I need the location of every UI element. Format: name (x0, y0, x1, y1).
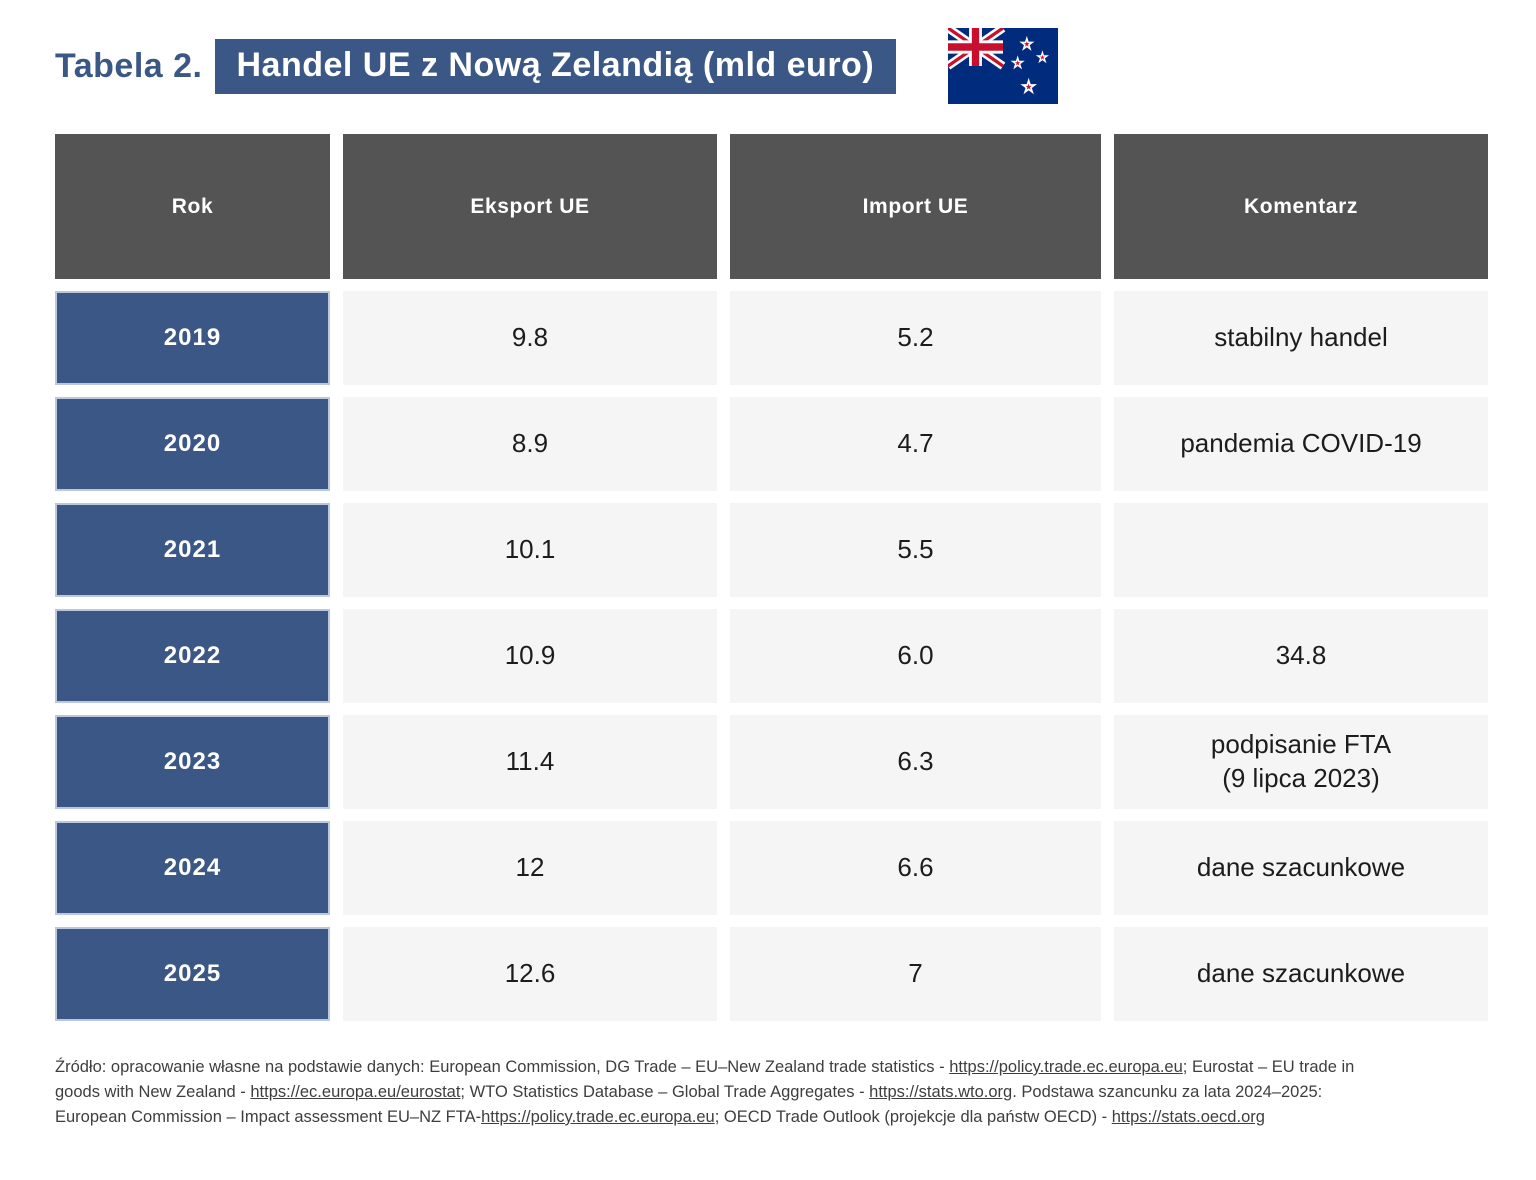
eksport-cell-2023: 11.4 (343, 715, 717, 809)
source-text: European Commission – Impact assessment … (55, 1108, 482, 1126)
eksport-cell-2024: 12 (343, 821, 717, 915)
union-jack-canton (948, 28, 1006, 70)
source-line-2: goods with New Zealand - https://ec.euro… (55, 1080, 1495, 1105)
import-cell-2025: 7 (730, 927, 1101, 1021)
new-zealand-flag-icon (948, 28, 1059, 104)
komentarz-cell-2024: dane szacunkowe (1114, 821, 1488, 915)
column-header-rok: Rok (55, 134, 330, 279)
komentarz-cell-2021 (1114, 503, 1488, 597)
year-cell-2021: 2021 (55, 503, 330, 597)
source-link-wto-stats[interactable]: https://stats.wto.org (869, 1083, 1013, 1101)
komentarz-cell-2025: dane szacunkowe (1114, 927, 1488, 1021)
source-text: goods with New Zealand - (55, 1083, 251, 1101)
source-text: ; WTO Statistics Database – Global Trade… (460, 1083, 870, 1101)
year-cell-2025: 2025 (55, 927, 330, 1021)
source-note: Źródło: opracowanie własne na podstawie … (55, 1055, 1495, 1130)
source-text: ; Eurostat – EU trade in (1182, 1058, 1355, 1076)
eksport-cell-2019: 9.8 (343, 291, 717, 385)
source-text: ; OECD Trade Outlook (projekcje dla pańs… (714, 1108, 1112, 1126)
komentarz-cell-2020: pandemia COVID-19 (1114, 397, 1488, 491)
source-text: Źródło: opracowanie własne na podstawie … (55, 1058, 950, 1076)
column-header-eksport: Eksport UE (343, 134, 717, 279)
table-number-label: Tabela 2. (55, 46, 203, 85)
title-row: Tabela 2. Handel UE z Nową Zelandią (mld… (55, 28, 1536, 104)
eksport-cell-2020: 8.9 (343, 397, 717, 491)
import-cell-2022: 6.0 (730, 609, 1101, 703)
komentarz-cell-2022: 34.8 (1114, 609, 1488, 703)
source-line-3: European Commission – Impact assessment … (55, 1105, 1495, 1130)
year-cell-2023: 2023 (55, 715, 330, 809)
import-cell-2021: 5.5 (730, 503, 1101, 597)
column-header-komentarz: Komentarz (1114, 134, 1488, 279)
source-text: . Podstawa szancunku za lata 2024–2025: (1012, 1083, 1323, 1101)
import-cell-2019: 5.2 (730, 291, 1101, 385)
page: Tabela 2. Handel UE z Nową Zelandią (mld… (0, 28, 1536, 1180)
komentarz-cell-2023: podpisanie FTA (9 lipca 2023) (1114, 715, 1488, 809)
trade-table: Rok Eksport UE Import UE Komentarz 2019 … (55, 134, 1488, 1021)
year-cell-2024: 2024 (55, 821, 330, 915)
eksport-cell-2021: 10.1 (343, 503, 717, 597)
year-cell-2019: 2019 (55, 291, 330, 385)
source-line-1: Źródło: opracowanie własne na podstawie … (55, 1055, 1495, 1080)
import-cell-2023: 6.3 (730, 715, 1101, 809)
southern-cross-stars (1010, 35, 1050, 95)
source-link-oecd-stats[interactable]: https://stats.oecd.org (1111, 1108, 1265, 1126)
import-cell-2024: 6.6 (730, 821, 1101, 915)
source-link-policy-trade-2[interactable]: https://policy.trade.ec.europa.eu (481, 1108, 715, 1126)
page-title: Handel UE z Nową Zelandią (mld euro) (214, 38, 897, 94)
eksport-cell-2025: 12.6 (343, 927, 717, 1021)
year-cell-2020: 2020 (55, 397, 330, 491)
eksport-cell-2022: 10.9 (343, 609, 717, 703)
column-header-import: Import UE (730, 134, 1101, 279)
source-link-eurostat[interactable]: https://ec.europa.eu/eurostat (250, 1083, 461, 1101)
source-link-policy-trade[interactable]: https://policy.trade.ec.europa.eu (949, 1058, 1183, 1076)
komentarz-cell-2019: stabilny handel (1114, 291, 1488, 385)
import-cell-2020: 4.7 (730, 397, 1101, 491)
year-cell-2022: 2022 (55, 609, 330, 703)
